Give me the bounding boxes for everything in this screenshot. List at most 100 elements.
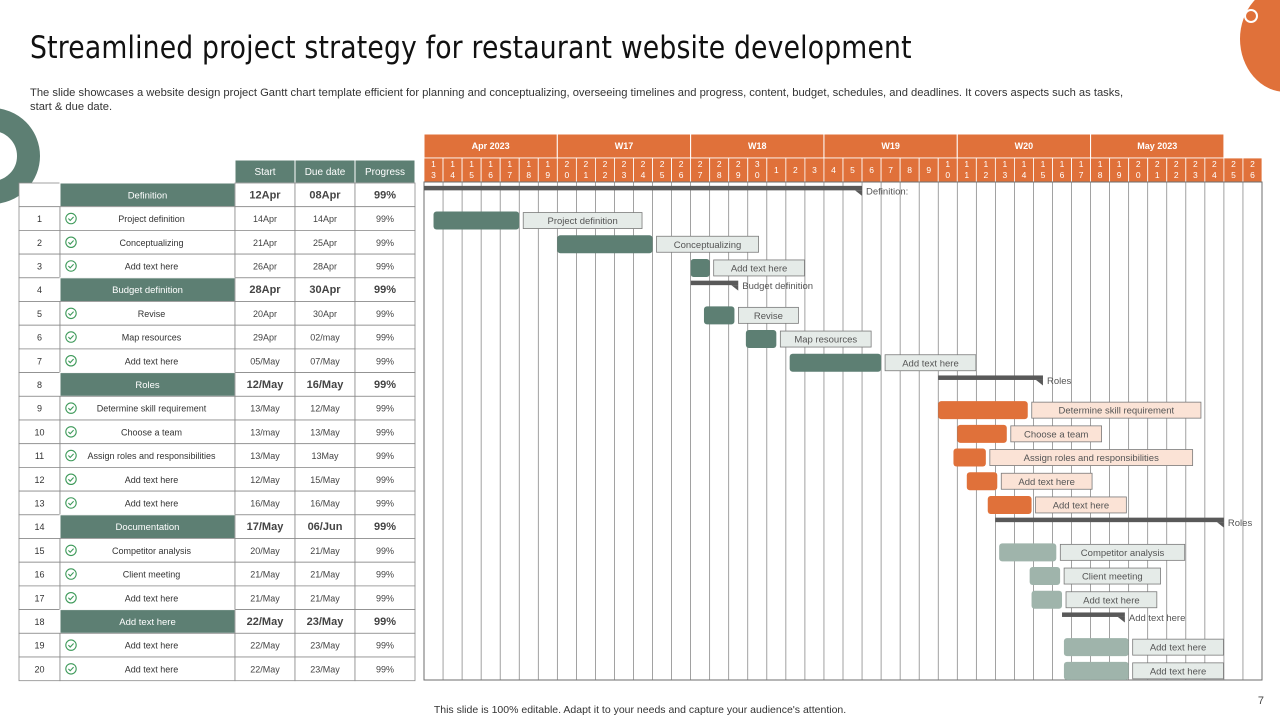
start-date: 17/May [247,521,285,533]
day-digit-1: 2 [584,159,589,169]
progress-value: 99% [376,404,394,414]
start-date: 26Apr [253,261,277,271]
start-date: 16/May [250,498,280,508]
day-digit-1: 2 [679,159,684,169]
due-date: 15/May [310,475,340,485]
check-mark-icon [68,595,74,601]
day-digit-1: 1 [964,159,969,169]
task-bar [953,448,986,467]
task-label: Determine skill requirement [1059,406,1175,417]
check-mark-icon [68,500,74,506]
task-label-box [1059,543,1186,561]
day-digit-1: 2 [1155,159,1160,169]
check-mark-icon [68,477,74,482]
check-circle-icon [65,354,77,367]
check-circle-icon [65,663,77,675]
task-bar [999,543,1057,562]
day-digit-1: 2 [717,159,722,169]
check-mark-icon [68,311,74,317]
start-date: 29Apr [253,333,277,343]
check-circle-icon [65,402,77,414]
summary-label: Definition: [866,186,908,197]
task-name: Add text here [125,498,179,508]
task-label-box [738,306,799,324]
task-bar [938,401,1028,420]
check-circle-icon [65,331,77,343]
progress-value: 99% [376,427,394,437]
due-date: 02/may [310,333,340,343]
progress-value: 99% [376,356,394,366]
decorative-ring-icon [1244,9,1258,23]
day-digit-2: 4 [1212,170,1217,180]
task-name: Conceptualizing [119,238,183,248]
timeline-group-cell [823,133,958,159]
day-digit-2: 8 [526,170,531,180]
due-date: 16/May [310,498,340,508]
table-header-progress: Progress [365,167,405,178]
day-digit-2: 0 [1136,170,1141,180]
start-date: 13/May [250,451,280,461]
day-digit-2: 3 [622,170,627,180]
timeline-group-label: Apr 2023 [472,141,510,151]
row-number: 10 [34,427,44,437]
day-digit-1: 1 [1041,159,1046,169]
day-digit-2: 9 [736,170,741,180]
progress-value: 99% [376,238,394,248]
day-label: 1 [774,165,779,175]
task-label: Conceptualizing [674,240,742,251]
summary-bar-end [1216,522,1224,528]
day-digit-2: 3 [431,170,436,180]
task-label-box [1132,638,1224,656]
summary-label: Roles [1228,518,1253,529]
row-number: 14 [34,522,44,532]
start-date: 21/May [250,570,280,580]
day-digit-2: 6 [679,170,684,180]
row-number: 16 [34,570,44,580]
start-date: 12/May [247,379,285,391]
task-bar [433,211,520,230]
day-digit-1: 2 [564,159,569,169]
summary-bar-end [855,190,863,196]
due-date: 21/May [310,593,340,603]
progress-value: 99% [376,593,394,603]
check-mark-icon [68,334,74,340]
task-name: Project definition [118,214,185,224]
start-date: 12/May [250,475,280,485]
summary-bar-end [1117,616,1125,623]
progress-value: 99% [374,189,396,201]
task-name: Determine skill requirement [97,404,207,414]
progress-value: 99% [376,641,394,651]
row-number: 1 [37,214,42,224]
summary-bar [938,375,1043,380]
due-date: 25Apr [313,238,337,248]
check-mark-icon [68,643,74,648]
day-digit-1: 2 [1136,159,1141,169]
check-mark-icon [68,666,74,672]
task-name: Add text here [125,641,179,651]
day-digit-2: 5 [1041,170,1046,180]
row-number: 2 [37,238,42,248]
task-label: Add text here [1150,666,1207,677]
task-label-box [1010,425,1102,443]
day-digit-2: 5 [469,170,474,180]
start-date: 22/May [250,641,280,651]
row-number: 20 [34,664,44,674]
day-digit-2: 4 [450,170,455,180]
start-date: 13/May [250,404,280,414]
task-label: Assign roles and responsibilities [1024,453,1159,464]
day-digit-2: 9 [1117,170,1122,180]
day-digit-2: 7 [698,170,703,180]
due-date: 13May [311,451,339,461]
day-digit-1: 1 [488,159,493,169]
day-digit-1: 1 [1117,159,1122,169]
day-digit-2: 1 [1155,170,1160,180]
day-digit-1: 1 [545,159,550,169]
day-digit-2: 8 [1098,170,1103,180]
day-digit-2: 9 [545,170,550,180]
day-digit-2: 2 [983,170,988,180]
progress-value: 99% [376,451,394,461]
check-circle-icon [65,591,77,604]
day-digit-1: 2 [1212,159,1217,169]
row-number: 8 [37,380,42,390]
due-date: 23/May [310,641,340,651]
